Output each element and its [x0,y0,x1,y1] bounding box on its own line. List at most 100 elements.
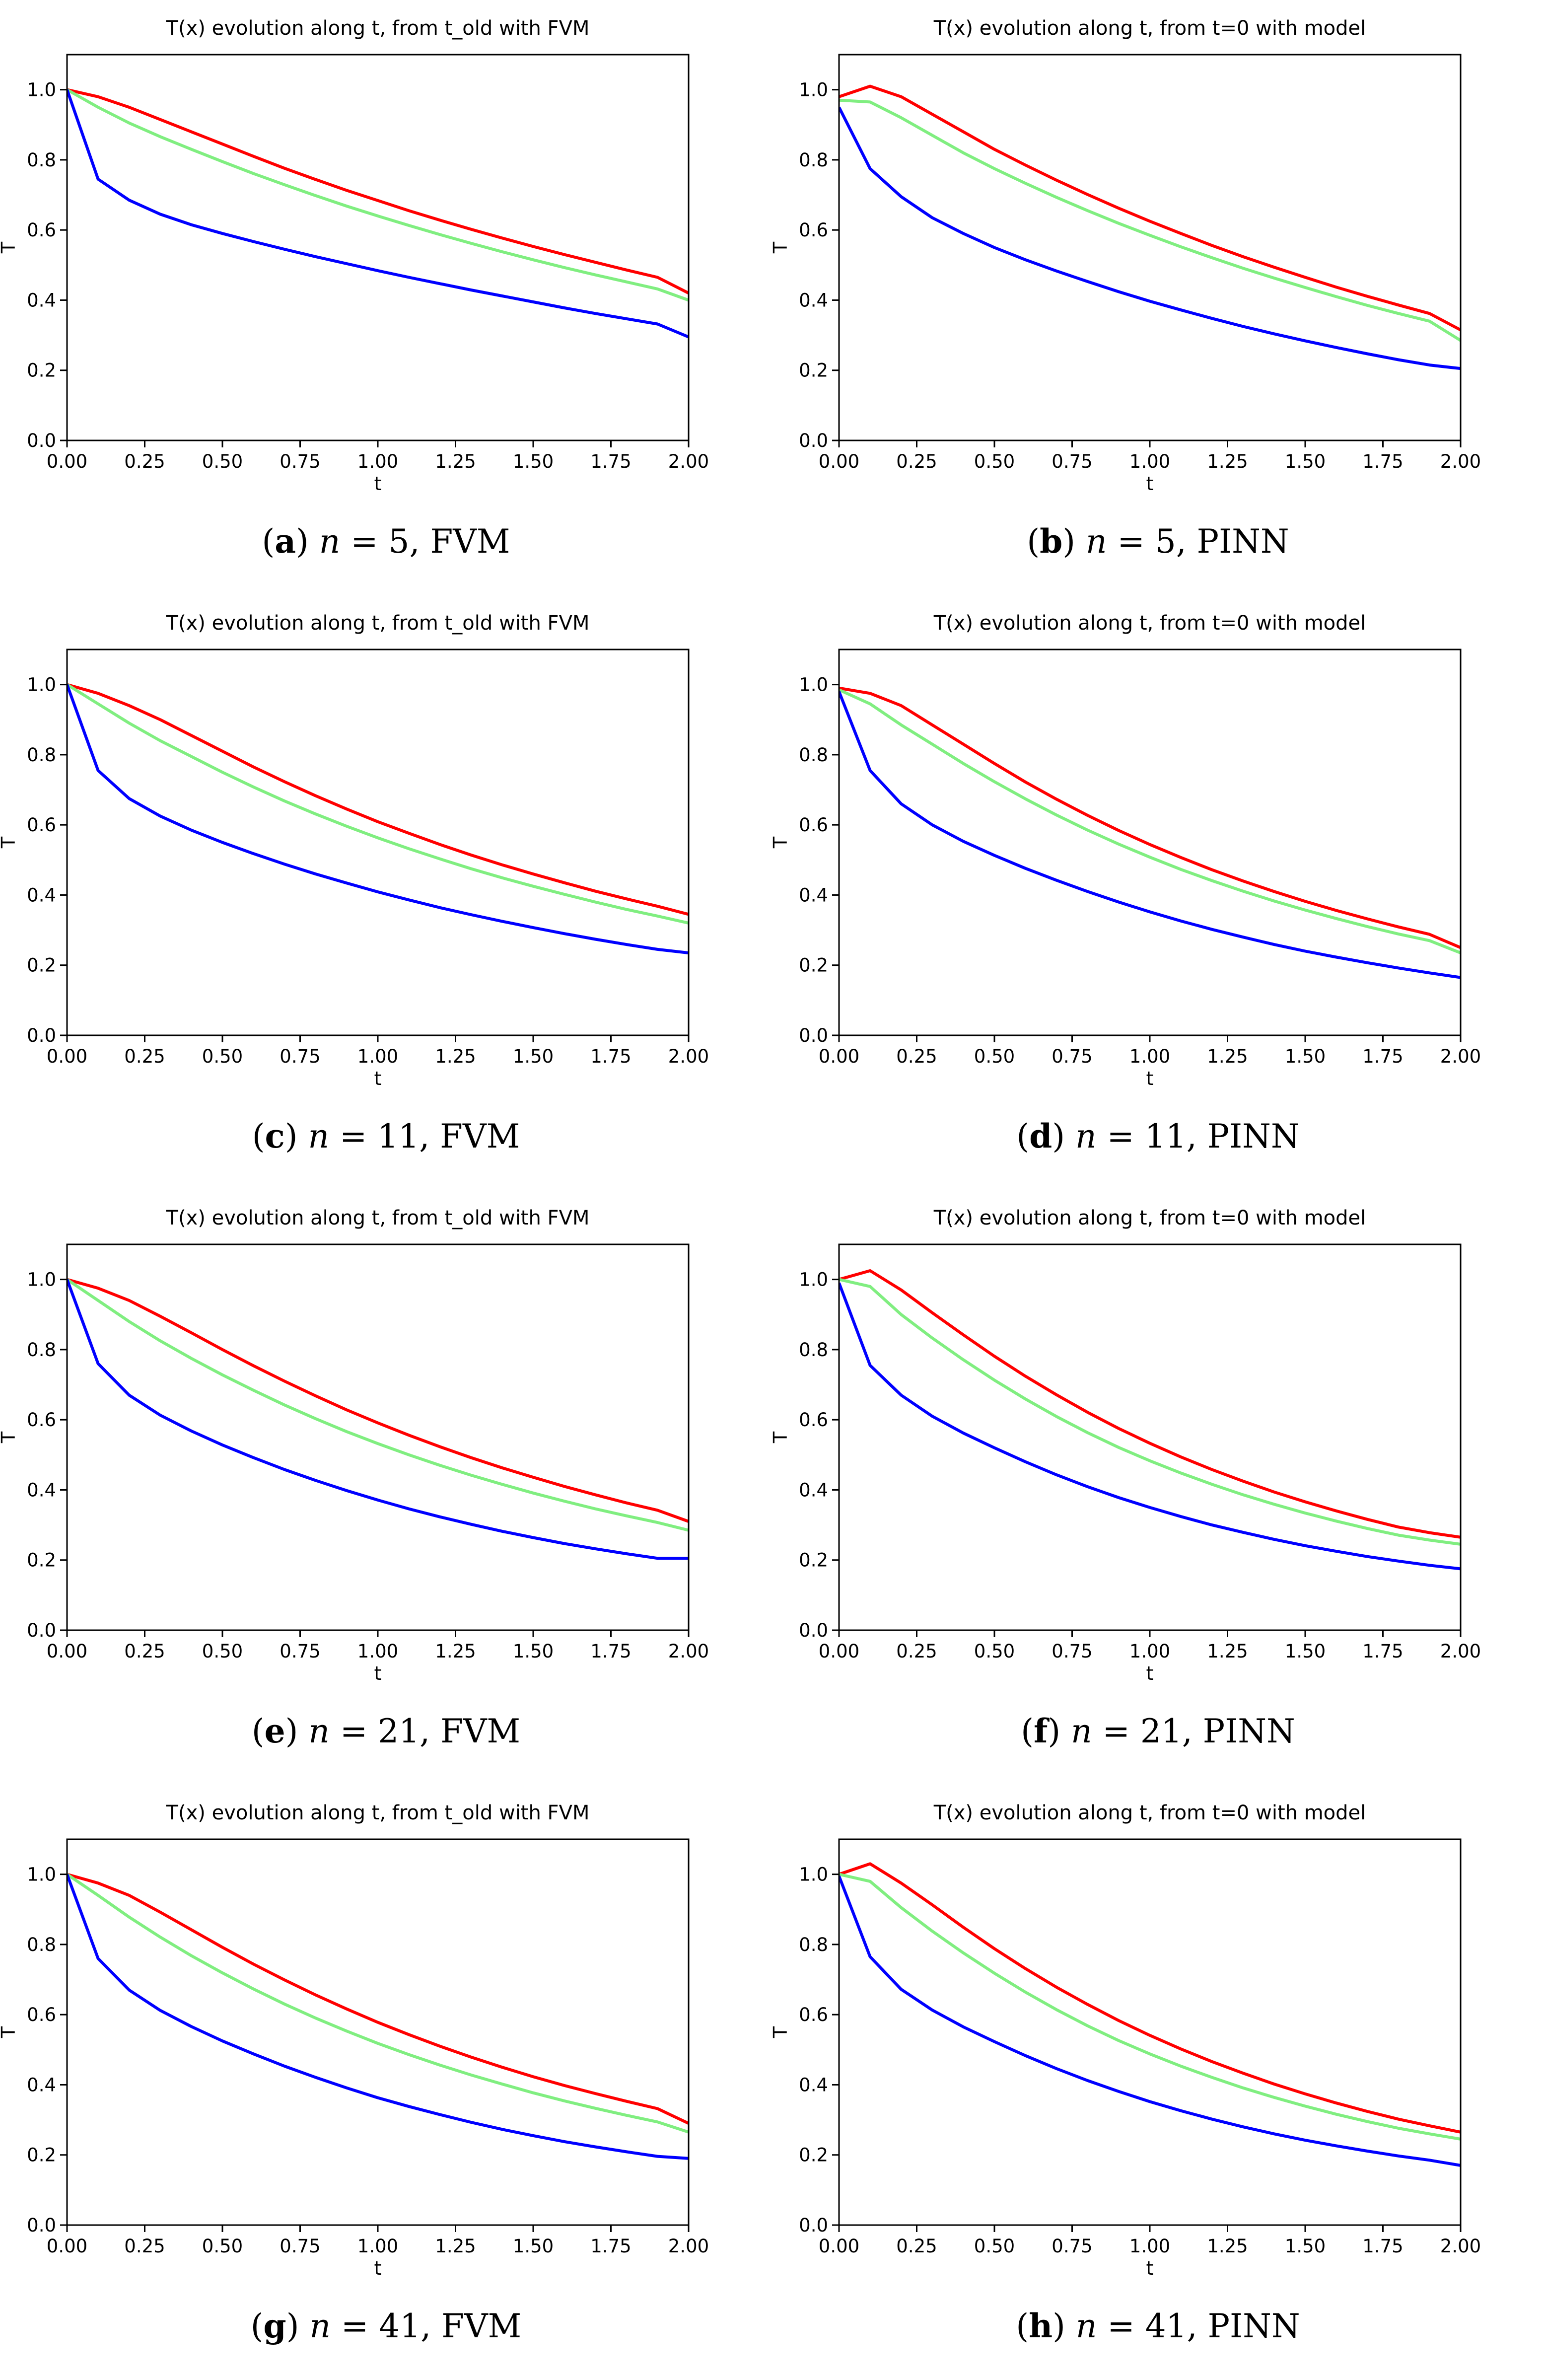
x-tick-label: 2.00 [668,2236,709,2257]
y-tick-label: 0.2 [799,360,828,381]
x-tick-label: 1.75 [590,1641,631,1662]
caption-letter: a [275,522,296,561]
y-tick-label: 0.0 [799,2215,828,2236]
series-line-3 [67,1279,689,1560]
y-tick-label: 0.6 [799,814,828,836]
series-line-1 [839,1269,1461,1539]
series-line-3 [839,1875,1461,2167]
x-tick-label: 1.50 [1285,1046,1326,1067]
plot-frame [66,1243,690,1631]
caption-paren-close: ) [1062,522,1086,561]
y-axis-label: T [0,2026,19,2038]
series-group [839,1862,1461,2167]
x-tick-label: 0.50 [974,1046,1015,1067]
y-tick-label: 0.8 [27,1339,56,1361]
y-tick-label: 1.0 [27,674,56,696]
series-line-3 [67,1874,689,2160]
panel-caption: (c) n = 11, FVM [0,1116,772,1156]
y-tick-label: 0.4 [799,1479,828,1501]
caption-n-symbol: n [1075,1117,1097,1155]
series-line-3 [67,89,689,339]
x-tick-label: 1.00 [357,451,398,472]
series-group [839,686,1461,979]
series-group [67,88,689,339]
y-tick-label: 0.2 [799,2145,828,2166]
plot-frame [838,1838,1462,2226]
series-line-1 [67,1873,689,2125]
x-tick-label: 2.00 [668,1641,709,1662]
chart-title: T(x) evolution along t, from t=0 with mo… [933,17,1366,40]
y-tick-label: 0.2 [27,1550,56,1571]
x-tick-label: 0.50 [974,451,1015,472]
x-tick-label: 0.25 [124,451,165,472]
y-tick-label: 0.6 [27,1409,56,1431]
y-tick-label: 1.0 [27,1864,56,1885]
chart-svg: T(x) evolution along t, from t_old with … [0,1802,709,2279]
series-line-1 [839,84,1461,332]
x-tick-label: 0.50 [974,2236,1015,2257]
caption-n-symbol: n [1075,2307,1097,2345]
x-tick-label: 0.50 [202,451,243,472]
x-tick-label: 2.00 [668,1046,709,1067]
x-tick-label: 1.00 [357,1641,398,1662]
y-tick-label: 0.8 [799,744,828,766]
x-tick-label: 1.50 [513,1046,554,1067]
x-tick-label: 1.25 [435,1046,476,1067]
x-tick-label: 1.50 [1285,2236,1326,2257]
caption-n-symbol: n [319,522,341,561]
x-axis-label: t [374,1068,382,1089]
caption-n-symbol: n [309,2307,331,2345]
caption-letter: f [1033,1712,1048,1750]
y-tick-label: 0.6 [27,219,56,241]
panel-caption: (g) n = 41, FVM [0,2306,772,2346]
caption-paren-close: ) [1048,1712,1071,1750]
chart-svg: T(x) evolution along t, from t=0 with mo… [770,1802,1481,2279]
y-tick-label: 0.4 [27,1479,56,1501]
x-tick-label: 0.00 [47,451,87,472]
series-line-1 [839,1862,1461,2134]
chart-title: T(x) evolution along t, from t=0 with mo… [933,1802,1366,1824]
x-tick-label: 0.25 [124,1046,165,1067]
y-axis-label: T [770,1431,791,1443]
caption-text: = 21, PINN [1092,1712,1295,1750]
series-line-1 [839,686,1461,949]
x-tick-label: 1.25 [1207,2236,1248,2257]
caption-text: = 5, PINN [1107,522,1289,561]
x-tick-label: 1.00 [1129,1046,1170,1067]
y-tick-label: 0.8 [799,149,828,171]
series-group [67,683,689,954]
series-line-2 [67,88,689,302]
x-tick-label: 0.75 [280,451,320,472]
x-tick-label: 0.75 [1052,1046,1092,1067]
chart-panel-d: T(x) evolution along t, from t=0 with mo… [770,595,1544,1190]
chart-svg: T(x) evolution along t, from t_old with … [0,1207,709,1684]
x-tick-label: 0.00 [819,1046,859,1067]
x-axis-label: t [1146,1068,1154,1089]
x-tick-label: 1.00 [357,1046,398,1067]
x-tick-label: 1.50 [1285,451,1326,472]
x-tick-label: 0.75 [1052,2236,1092,2257]
series-group [839,1269,1461,1571]
y-axis-label: T [770,2026,791,2038]
chart-panel-g: T(x) evolution along t, from t_old with … [0,1785,772,2380]
x-tick-label: 0.75 [280,1046,320,1067]
y-tick-label: 1.0 [27,79,56,101]
x-tick-label: 1.25 [1207,1046,1248,1067]
caption-paren-close: ) [285,1712,309,1750]
chart-svg: T(x) evolution along t, from t_old with … [0,17,709,495]
chart-panel-b: T(x) evolution along t, from t=0 with mo… [770,0,1544,595]
y-tick-label: 0.6 [799,2004,828,2025]
x-tick-label: 0.00 [819,451,859,472]
chart-svg: T(x) evolution along t, from t=0 with mo… [770,612,1481,1089]
caption-text: = 41, FVM [330,2307,522,2345]
chart-svg: T(x) evolution along t, from t=0 with mo… [770,1207,1481,1684]
y-tick-label: 0.2 [799,955,828,976]
plot-frame [838,1243,1462,1631]
x-tick-label: 1.75 [1362,451,1403,472]
series-line-1 [67,683,689,916]
x-axis-label: t [1146,2257,1154,2279]
x-tick-label: 1.75 [590,1046,631,1067]
caption-paren-close: ) [1052,1117,1075,1155]
chart-title: T(x) evolution along t, from t=0 with mo… [933,612,1366,635]
y-tick-label: 0.0 [27,2215,56,2236]
